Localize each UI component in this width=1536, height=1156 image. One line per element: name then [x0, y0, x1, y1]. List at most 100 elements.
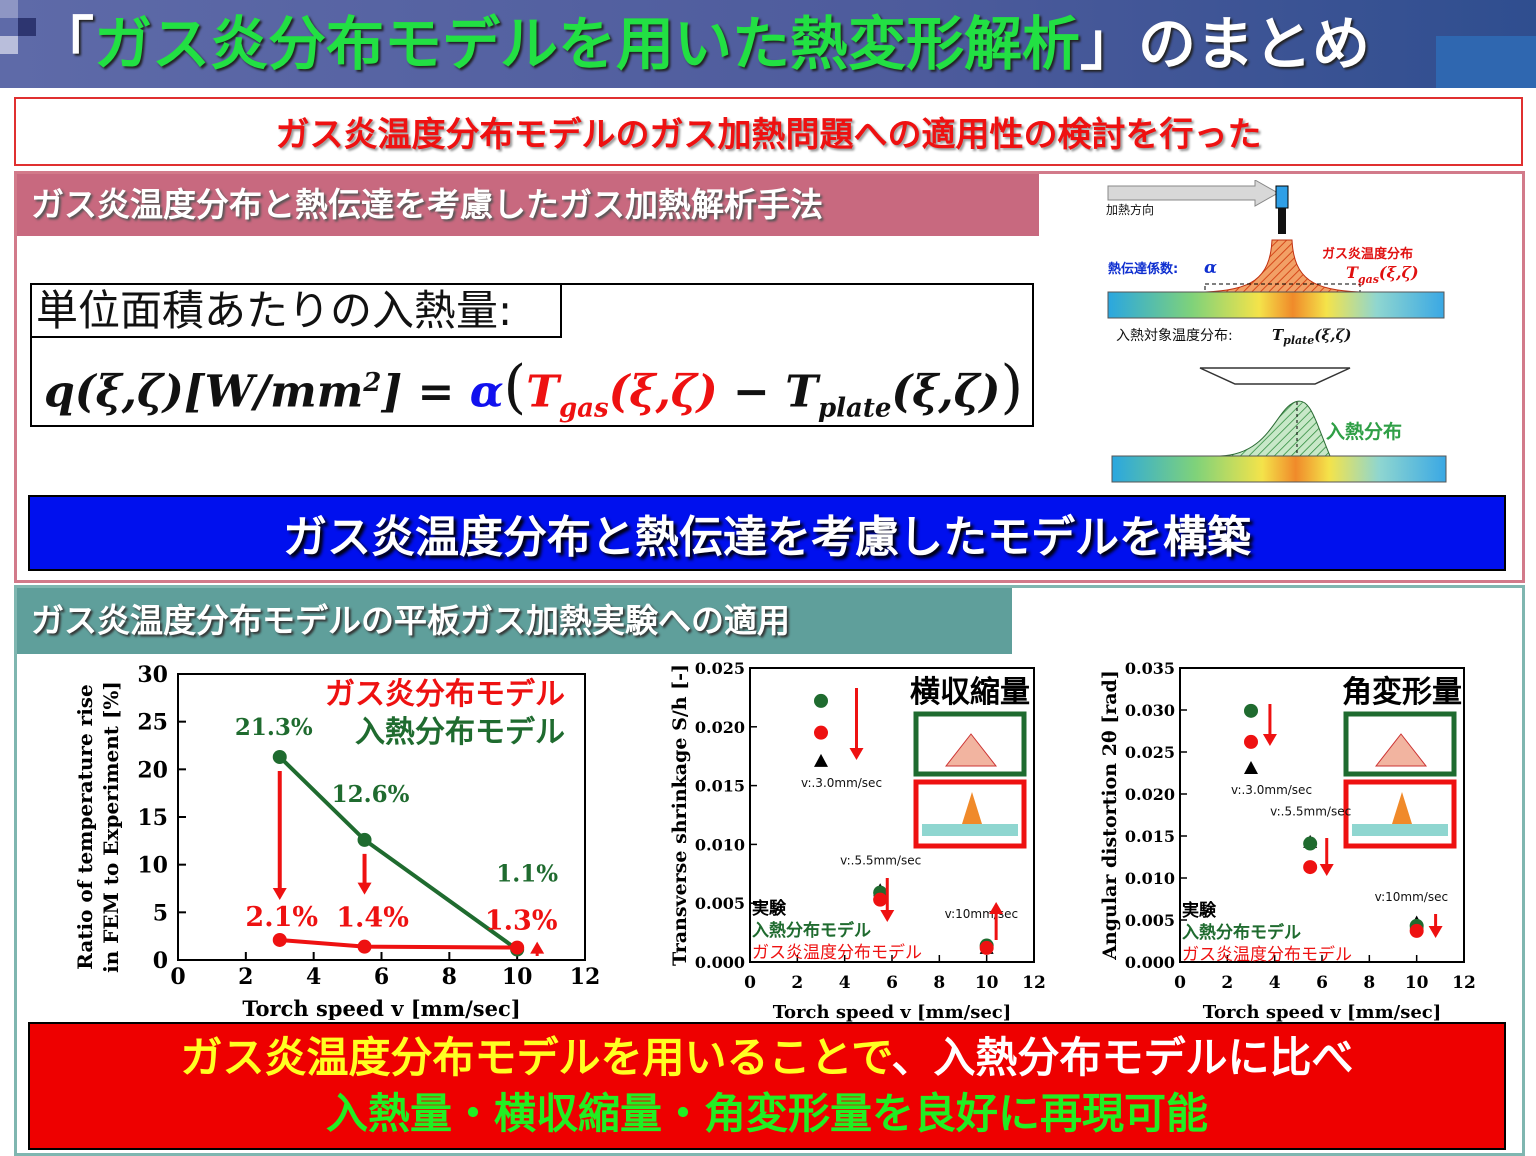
y-tick-label: 0	[153, 948, 168, 974]
formula-close-paren: )	[1000, 352, 1024, 421]
legend-gas-model: ガス炎温度分布モデル	[1182, 944, 1352, 965]
legend-gas-model: ガス炎温度分布モデル	[752, 942, 922, 963]
legend-gas-model: ガス炎分布モデル	[325, 677, 565, 712]
model-built-banner: ガス炎温度分布と熱伝達を考慮したモデルを構築	[28, 495, 1506, 571]
data-label: 12.6%	[332, 781, 410, 808]
legend-heat-input-model: 入熱分布モデル	[355, 715, 565, 750]
data-point-gas-model	[1409, 923, 1424, 938]
x-tick-label: 6	[886, 973, 898, 993]
data-point-gas-model	[873, 892, 888, 907]
y-tick-label: 0.015	[695, 777, 745, 796]
x-tick-label: 8	[1363, 973, 1375, 993]
y-tick-label: 0.005	[1125, 911, 1175, 930]
data-point	[272, 749, 287, 764]
change-arrow-head	[880, 910, 895, 922]
plate-dist-formula: Tplate(ξ,ζ)	[1272, 326, 1351, 347]
heat-transfer-symbol: α	[1204, 258, 1217, 278]
temperature-ratio-chart: 0 2 4 6 8 10 12 0 5 10 15 20 25 30 Torch speed v [mm/s…	[73, 662, 601, 1020]
x-axis-label: Torch speed v [mm/sec]	[1203, 1002, 1442, 1023]
conclusion-banner: ガス炎温度分布モデルを用いることで、入熱分布モデルに比べ 入熱量・横収縮量・角変…	[28, 1022, 1506, 1150]
improvement-arrow-head	[272, 887, 287, 900]
y-axis-label: in FEM to Experiment [%]	[99, 681, 123, 973]
data-label: 1.1%	[496, 861, 558, 888]
change-arrow-head	[1262, 734, 1277, 746]
plate-dist-label: 入熱対象温度分布:	[1116, 328, 1233, 344]
data-label: 2.1%	[245, 902, 318, 933]
thumbnail-heat-shape	[944, 733, 998, 767]
heating-illustration: 加熱方向 熱伝達係数: α ガス炎温度分布 Tgas(ξ,ζ) 入熱対象温度分布…	[1106, 180, 1447, 483]
y-tick-label: 0.015	[1125, 827, 1175, 846]
x-tick-label: 10	[502, 964, 533, 990]
y-tick-label: 0.010	[1125, 869, 1175, 888]
formula-lhs: q(ξ,ζ)[W/mm	[44, 366, 364, 418]
y-tick-label: 0.000	[695, 953, 745, 972]
title-open-bracket: 「	[36, 10, 95, 78]
page-title: 「ガス炎分布モデルを用いた熱変形解析」のまとめ	[36, 6, 1370, 82]
data-point-gas-model	[1244, 734, 1258, 749]
y-tick-label: 0.035	[1125, 660, 1175, 678]
headline-text: ガス炎温度分布モデルのガス加熱問題への適用性の検討を行った	[275, 115, 1262, 155]
formula-alpha: α	[469, 366, 504, 418]
data-label: 21.3%	[235, 714, 313, 741]
improvement-arrow-head	[530, 941, 545, 954]
title-decor-square	[0, 36, 18, 54]
y-axis-label: Ratio of temperature rise	[73, 684, 97, 970]
y-tick-label: 20	[137, 757, 168, 783]
gas-dist-formula: Tgas(ξ,ζ)	[1346, 263, 1419, 286]
gas-dist-label: ガス炎温度分布	[1322, 246, 1413, 262]
formula-equals: ] =	[381, 366, 470, 418]
improvement-arrow-head	[357, 882, 372, 895]
y-tick-label: 0.005	[695, 894, 745, 913]
plate-temperature-field	[1111, 455, 1447, 483]
title-decor-square	[0, 0, 18, 18]
y-tick-label: 0.030	[1125, 701, 1175, 720]
speed-label: v:10mm/sec	[945, 907, 1018, 921]
application-section	[14, 585, 1525, 1156]
application-section-header: ガス炎温度分布モデルの平板ガス加熱実験への適用	[17, 588, 1012, 654]
title-bar	[0, 0, 1536, 88]
transverse-shrinkage-chart: 0 2 4 6 8 10 120.0000.0050.0100.0150.0200.025T…	[669, 660, 1046, 1023]
thumbnail-plate	[1352, 824, 1448, 836]
heating-direction-arrow	[1107, 180, 1280, 207]
x-tick-label: 2	[238, 964, 253, 990]
heat-input-formula: q(ξ,ζ)[W/mm2] = α(Tgas(ξ,ζ) − Tplate(ξ,ζ…	[44, 348, 1023, 444]
gas-flame-distribution	[1204, 239, 1361, 293]
heat-transfer-label: 熱伝達係数:	[1108, 261, 1178, 277]
formula-divider	[560, 283, 562, 338]
thumbnail-plate	[922, 824, 1018, 836]
formula-tplate: T	[785, 366, 818, 418]
speed-label: v:.5.5mm/sec	[1270, 805, 1351, 819]
formula-tgas-sub: gas	[558, 393, 609, 424]
data-point	[357, 939, 372, 954]
data-point	[510, 940, 525, 955]
formula-tgas: T	[526, 366, 559, 418]
x-tick-label: 10	[975, 973, 999, 993]
heat-input-distribution	[1219, 400, 1331, 457]
heat-input-label: 入熱分布	[1326, 420, 1402, 443]
y-tick-label: 0.010	[695, 835, 745, 854]
speed-label: v:10mm/sec	[1375, 890, 1448, 904]
x-tick-label: 12	[570, 964, 601, 990]
data-point-gas-model	[979, 940, 994, 955]
y-tick-label: 15	[137, 805, 168, 831]
series-line	[279, 937, 518, 950]
formula-tplate-sub: plate	[817, 393, 892, 424]
thumbnail-heat-shape	[1374, 733, 1428, 767]
title-accent-block	[1436, 36, 1536, 88]
angular-distortion-chart: 0 2 4 6 8 10 12 0.000 0.005 0.010 0.015 0.020 0.025 0…	[1099, 660, 1476, 1023]
y-axis-label: Transverse shrinkage S/h [-]	[669, 664, 691, 966]
x-tick-label: 0	[1174, 973, 1186, 993]
change-arrow-head	[1428, 926, 1443, 938]
x-tick-label: 8	[933, 973, 945, 993]
data-label: 1.3%	[485, 906, 558, 937]
speed-label: v:.3.0mm/sec	[1231, 783, 1312, 797]
formula-label: 単位面積あたりの入熱量:	[36, 286, 513, 335]
legend-experiment: 実験	[1182, 900, 1217, 921]
data-point-experiment	[1244, 760, 1258, 774]
data-point-heat-input-model	[814, 693, 828, 708]
y-tick-label: 30	[137, 662, 168, 688]
conclusion-line1-b: 、入熱分布モデルに比べ	[891, 1033, 1354, 1082]
data-point	[357, 832, 372, 847]
data-point-heat-input-model	[1244, 703, 1258, 718]
torch-head	[1275, 185, 1289, 209]
